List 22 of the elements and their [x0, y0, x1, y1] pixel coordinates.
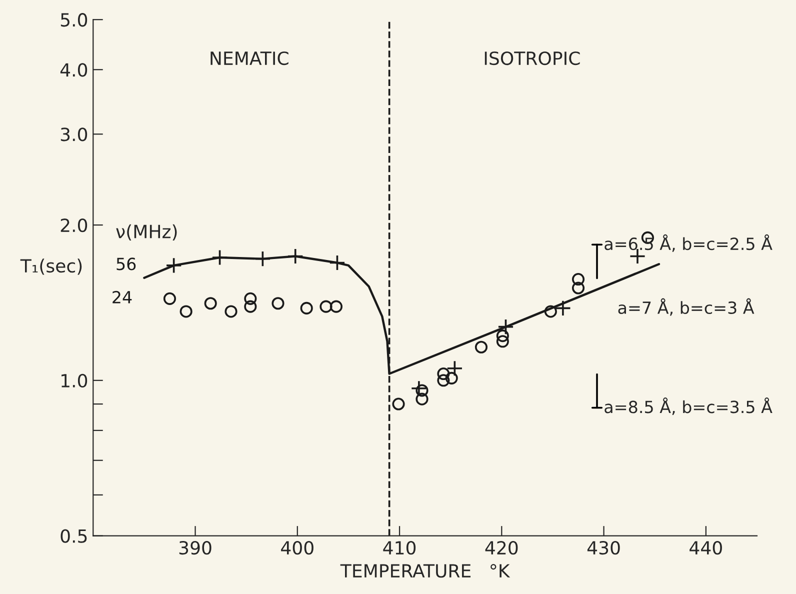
annotation: NEMATIC: [210, 51, 288, 66]
x-tick-label: 410: [383, 540, 416, 555]
y-tick-label: 1.0: [62, 374, 88, 388]
y-tick-label: 0.5: [60, 529, 87, 543]
y-tick-label: 5.0: [60, 13, 88, 27]
annotation: a=6.5 Å, b=c=2.5 Å: [604, 234, 772, 252]
x-tick-label: 420: [485, 540, 518, 555]
y-tick-label: 2.0: [60, 218, 88, 232]
x-tick-label: 430: [587, 540, 620, 555]
annotation: a=8.5 Å, b=c=3.5 Å: [604, 398, 772, 415]
series-label: 56: [116, 258, 136, 270]
y-tick-label: 3.0: [60, 128, 88, 142]
x-tick-label: 390: [179, 540, 212, 555]
annotation: a=7 Å, b=c=3 Å: [618, 298, 754, 316]
series-label: 24: [112, 290, 132, 304]
y-axis-title: T₁(sec): [20, 258, 82, 275]
x-axis-title: TEMPERATURE °K: [340, 564, 510, 578]
x-tick-label: 440: [690, 540, 722, 555]
legend-title: ν(MHz): [116, 224, 177, 240]
annotation: ISOTROPIC: [484, 51, 580, 66]
y-tick-label: 4.0: [60, 63, 88, 77]
x-tick-label: 400: [281, 540, 314, 555]
